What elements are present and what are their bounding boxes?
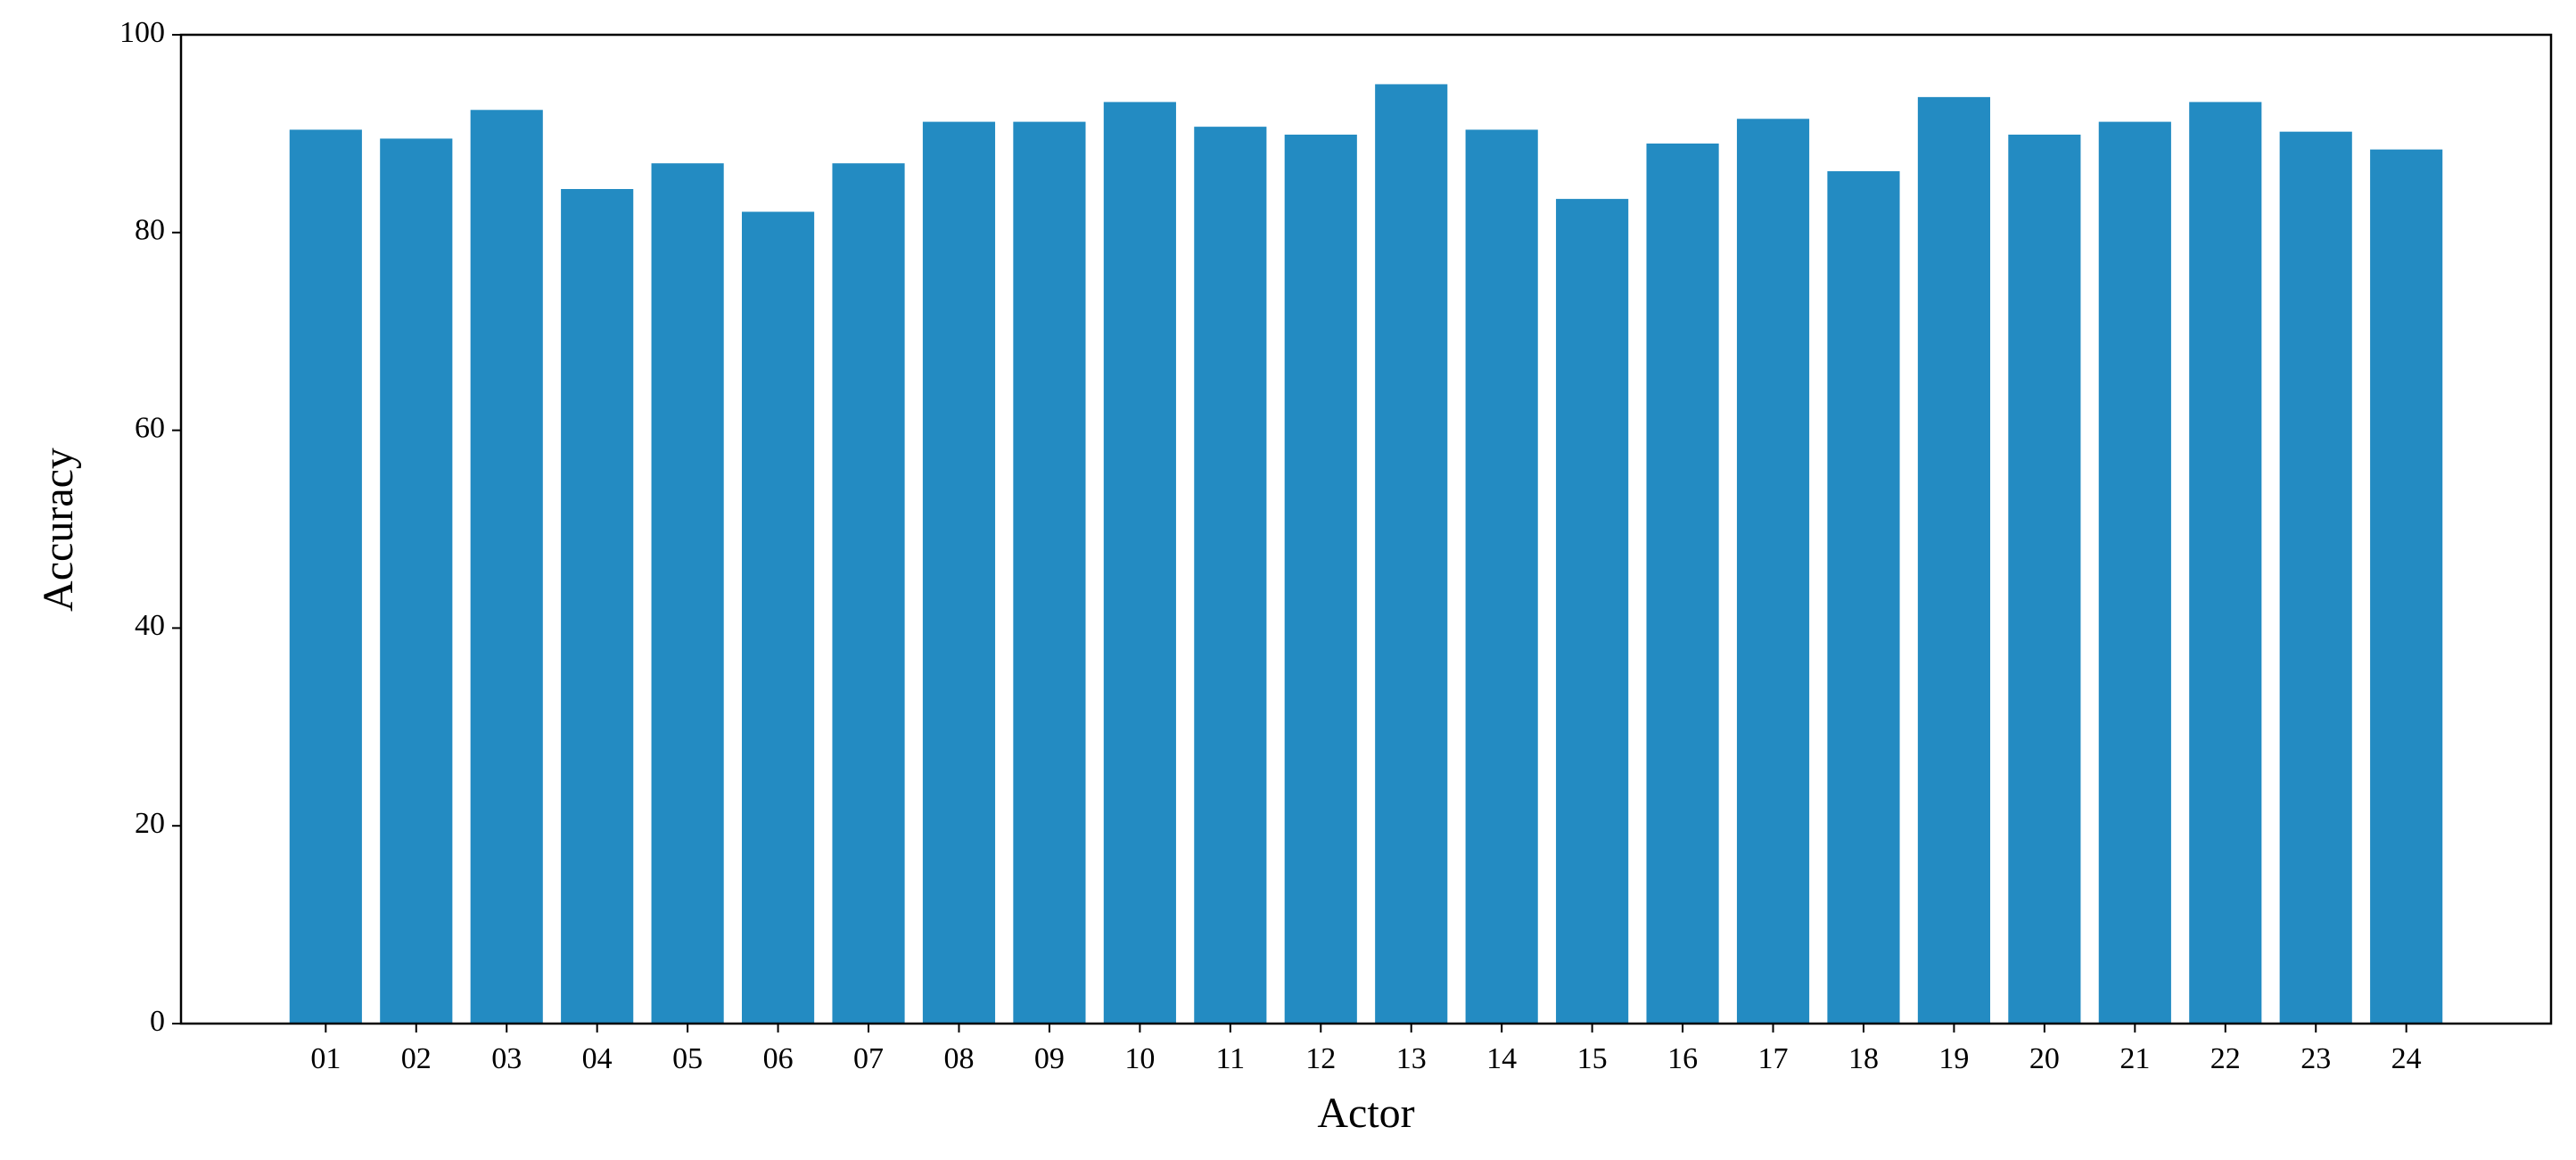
x-tick-label: 05 [672,1042,703,1075]
bar [1646,143,1719,1024]
bar [380,138,453,1024]
bar [470,110,543,1024]
x-tick-label: 04 [582,1042,613,1075]
bar [651,163,724,1024]
y-tick-label: 20 [135,807,165,840]
x-tick-label: 19 [1938,1042,1969,1075]
x-tick-label: 02 [401,1042,432,1075]
y-tick-label: 80 [135,214,165,247]
x-tick-label: 06 [763,1042,794,1075]
y-axis-label: Accuracy [35,448,82,612]
x-tick-label: 14 [1486,1042,1517,1075]
bar [832,163,905,1024]
bar [741,211,815,1024]
x-tick-label: 01 [310,1042,341,1075]
x-tick-label: 09 [1034,1042,1065,1075]
y-tick-label: 100 [119,16,165,49]
bar [922,121,996,1024]
bar [1194,127,1267,1024]
x-tick-label: 18 [1848,1042,1879,1075]
x-tick-label: 23 [2300,1042,2331,1075]
bar [1465,129,1538,1024]
plot-frame [179,33,2553,1025]
y-tick-label: 0 [150,1005,165,1038]
bar [2279,131,2352,1024]
bar [2008,135,2081,1024]
x-tick-label: 22 [2210,1042,2241,1075]
x-axis-label: Actor [1317,1090,1414,1137]
bar [1103,102,1176,1024]
x-tick-label: 11 [1215,1042,1245,1075]
bar [1917,96,1991,1024]
bar [1827,171,1900,1024]
x-tick-label: 20 [2029,1042,2060,1075]
bar [1284,135,1357,1024]
bar [1013,121,1086,1024]
bar [1736,119,1810,1024]
bar [1375,84,1448,1024]
x-tick-label: 24 [2391,1042,2422,1075]
x-tick-label: 08 [943,1042,974,1075]
x-tick-label: 15 [1577,1042,1608,1075]
bar [2189,102,2262,1024]
x-tick-label: 21 [2119,1042,2150,1075]
bar [1556,199,1629,1024]
x-tick-label: 17 [1758,1042,1789,1075]
bar [2370,149,2443,1024]
x-tick-label: 13 [1396,1042,1427,1075]
y-tick-label: 60 [135,411,165,444]
x-tick-label: 03 [491,1042,522,1075]
bar [289,129,362,1024]
x-tick-label: 07 [853,1042,884,1075]
bar [2098,121,2171,1024]
x-tick-label: 12 [1305,1042,1336,1075]
x-tick-label: 16 [1667,1042,1698,1075]
x-tick-label: 10 [1124,1042,1155,1075]
y-tick-label: 40 [135,609,165,642]
bar [561,189,634,1024]
